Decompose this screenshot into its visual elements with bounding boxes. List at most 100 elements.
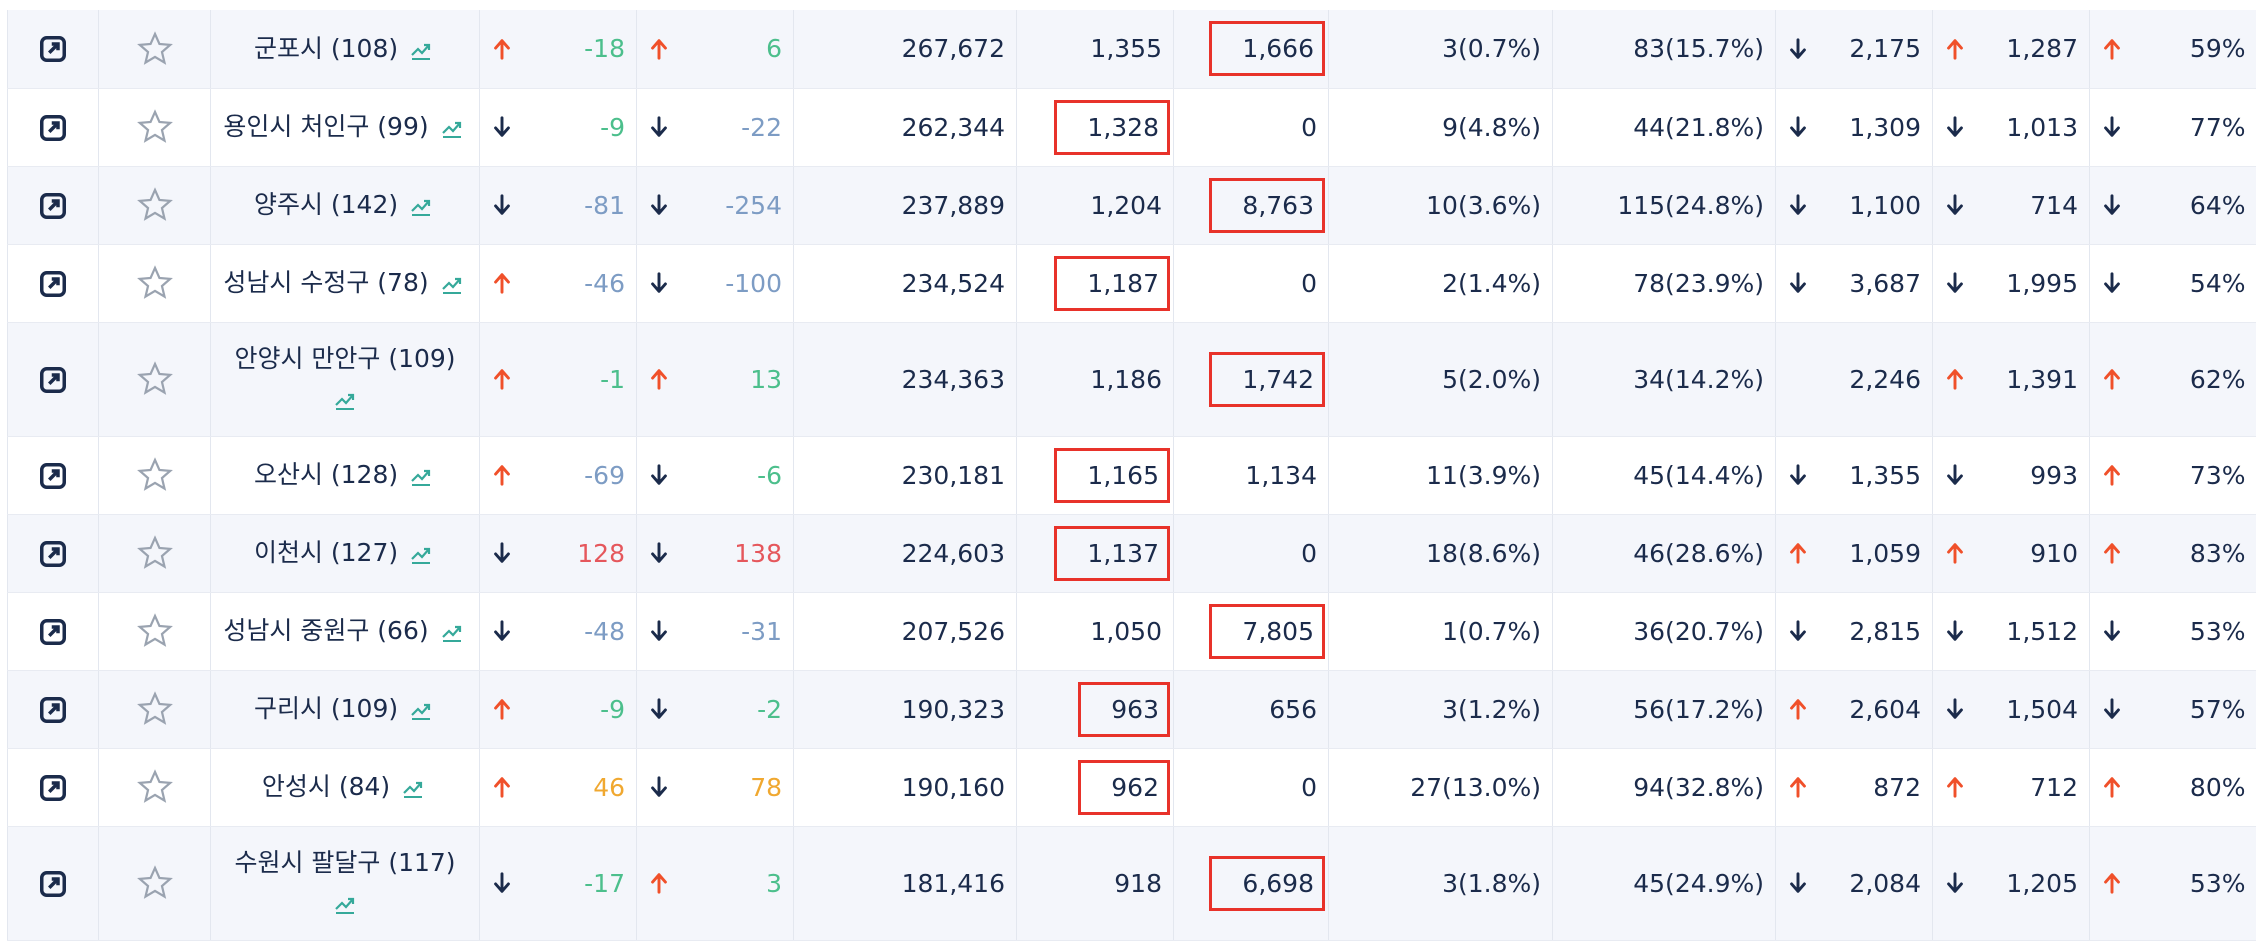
trend-icon[interactable] [406, 542, 436, 566]
table-row: 이천시 (127) 128 138 224,603 1,137 0 18(8.6%) 46(… [7, 514, 2256, 593]
trend-cell: 1,512 [1932, 592, 2090, 671]
arrow-down [494, 620, 510, 641]
trend-icon[interactable] [406, 464, 436, 488]
table-row: 성남시 수정구 (78) -46 -100 234,524 1,187 0 2(1.4%)… [7, 244, 2256, 323]
external-link-icon[interactable] [38, 773, 68, 803]
cell-value: 1(0.7%) [1442, 616, 1541, 646]
star-icon[interactable] [136, 690, 174, 728]
change-wrap: 128 [491, 539, 625, 568]
value-cell: 45(24.9%) [1552, 826, 1776, 941]
value-cell: 1,165 [1016, 436, 1174, 515]
external-link-icon[interactable] [38, 34, 68, 64]
external-link-icon[interactable] [38, 269, 68, 299]
trend-wrap: 54% [2101, 269, 2246, 298]
cell-value: 56(17.2%) [1633, 694, 1764, 724]
change-wrap: 78 [648, 773, 782, 802]
cell-value: 10(3.6%) [1426, 190, 1541, 220]
value-cell: 234,524 [793, 244, 1017, 323]
star-icon[interactable] [136, 864, 174, 902]
change-value: -100 [725, 268, 782, 298]
external-link-icon[interactable] [38, 539, 68, 569]
trend-cell: 1,995 [1932, 244, 2090, 323]
external-link-icon[interactable] [38, 191, 68, 221]
change-value: -46 [584, 268, 625, 298]
value-cell: 56(17.2%) [1552, 670, 1776, 749]
external-link-icon[interactable] [38, 869, 68, 899]
region-cell: 군포시 (108) [210, 10, 480, 89]
star-icon[interactable] [136, 768, 174, 806]
star-icon[interactable] [136, 108, 174, 146]
change-value: -6 [757, 460, 782, 490]
star-icon[interactable] [136, 360, 174, 398]
star-cell [98, 244, 211, 323]
cell-value: 3(1.8%) [1442, 868, 1541, 898]
link-cell [7, 670, 99, 749]
link-cell [7, 10, 99, 89]
trend-value: 1,309 [1849, 112, 1921, 142]
change-value: -254 [725, 190, 782, 220]
star-icon[interactable] [136, 264, 174, 302]
trend-icon[interactable] [437, 620, 467, 644]
external-link-icon[interactable] [38, 113, 68, 143]
trend-icon[interactable] [406, 194, 436, 218]
value-cell: 918 [1016, 826, 1174, 941]
external-link-icon[interactable] [38, 461, 68, 491]
change-value: -1 [600, 364, 625, 394]
arrow-up [494, 465, 510, 486]
star-icon[interactable] [136, 534, 174, 572]
arrow-up [2104, 39, 2120, 60]
cell-value: 1,186 [1090, 364, 1162, 394]
trend-icon[interactable] [330, 388, 360, 412]
change-cell: 138 [636, 514, 794, 593]
trend-icon[interactable] [330, 892, 360, 916]
star-icon[interactable] [136, 456, 174, 494]
cell-value: 2(1.4%) [1442, 268, 1541, 298]
trend-value: 62% [2189, 364, 2246, 394]
external-link-icon[interactable] [38, 365, 68, 395]
change-wrap: -18 [491, 34, 625, 63]
star-icon[interactable] [136, 612, 174, 650]
link-cell [7, 436, 99, 515]
trend-value: 83% [2189, 538, 2246, 568]
change-wrap: -1 [491, 365, 625, 394]
change-cell: 3 [636, 826, 794, 941]
cell-value: 1,165 [1054, 447, 1170, 503]
trend-cell: 1,391 [1932, 322, 2090, 437]
arrow-up [2104, 369, 2120, 390]
arrow-up [494, 39, 510, 60]
trend-value: 53% [2189, 616, 2246, 646]
arrow-down [651, 698, 667, 719]
star-cell [98, 10, 211, 89]
trend-cell: 1,013 [1932, 88, 2090, 167]
trend-icon[interactable] [406, 698, 436, 722]
trend-value: 57% [2189, 694, 2246, 724]
change-wrap: -100 [648, 269, 782, 298]
arrow-up [2104, 543, 2120, 564]
value-cell: 962 [1016, 748, 1174, 827]
value-cell: 5(2.0%) [1328, 322, 1553, 437]
trend-wrap: 59% [2101, 34, 2246, 63]
trend-value: 64% [2189, 190, 2246, 220]
trend-icon[interactable] [398, 776, 428, 800]
arrow-down [651, 542, 667, 563]
arrow-down [1947, 698, 1963, 719]
trend-cell: 2,246 [1775, 322, 1933, 437]
trend-icon[interactable] [437, 272, 467, 296]
value-cell: 1,666 [1173, 10, 1329, 89]
change-wrap: 138 [648, 539, 782, 568]
external-link-icon[interactable] [38, 695, 68, 725]
star-icon[interactable] [136, 186, 174, 224]
trend-wrap: 77% [2101, 113, 2246, 142]
star-icon[interactable] [136, 30, 174, 68]
trend-icon[interactable] [437, 116, 467, 140]
trend-wrap: 1,013 [1944, 113, 2078, 142]
change-value: -18 [584, 34, 625, 64]
arrow-up [651, 369, 667, 390]
external-link-icon[interactable] [38, 617, 68, 647]
change-cell: -17 [479, 826, 637, 941]
trend-value: 53% [2189, 868, 2246, 898]
region-cell: 수원시 팔달구 (117) [210, 826, 480, 941]
change-wrap: -69 [491, 461, 625, 490]
arrow-down [1790, 464, 1806, 485]
trend-icon[interactable] [406, 38, 436, 62]
